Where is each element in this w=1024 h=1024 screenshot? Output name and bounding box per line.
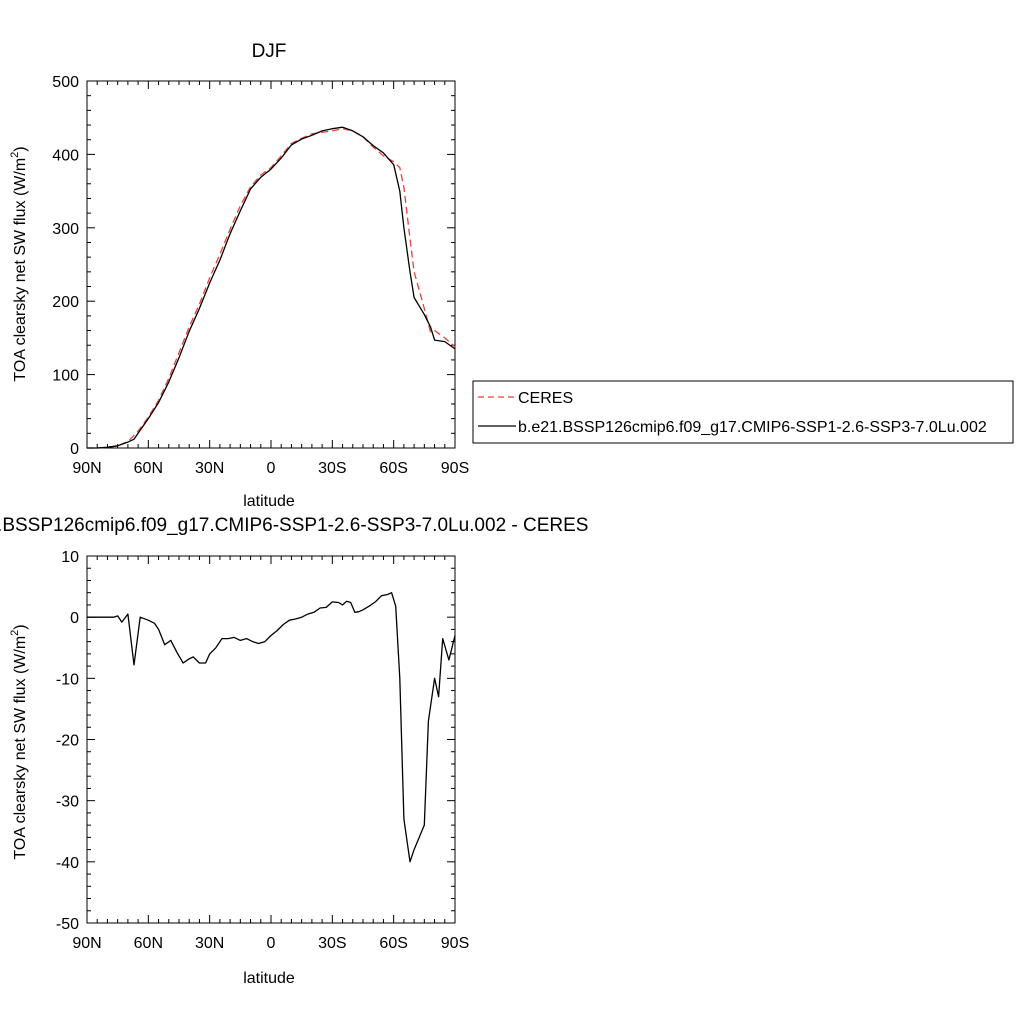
- bottom-y-tick-label: 0: [70, 610, 79, 627]
- top-ylabel-superscript: 2: [9, 152, 21, 158]
- top-x-tick-label: 90S: [441, 460, 469, 477]
- bottom-chart-x-axis-label: latitude: [243, 970, 295, 987]
- bottom-series-line-model: [87, 592, 456, 863]
- bottom-x-tick-label: 0: [267, 935, 276, 952]
- top-x-tick-label: 0: [267, 460, 276, 477]
- top-x-tick-label: 60S: [379, 460, 407, 477]
- top-chart-panel: DJF TOA clearsky net SW flux (W/m2) lati…: [9, 41, 469, 510]
- svg-text:TOA clearsky net SW flux (W/m2: TOA clearsky net SW flux (W/m2): [9, 146, 29, 381]
- top-x-tick-label: 30S: [318, 460, 346, 477]
- bottom-chart-panel: b.e21.BSSP126cmip6.f09_g17.CMIP6-SSP1-2.…: [0, 515, 588, 987]
- top-plot-frame: [86, 80, 456, 449]
- bottom-y-tick-label: -20: [56, 733, 79, 750]
- bottom-x-tick-label: 30N: [195, 935, 224, 952]
- svg-text:TOA clearsky net SW flux (W/m2: TOA clearsky net SW flux (W/m2): [9, 624, 29, 859]
- bottom-chart-title: b.e21.BSSP126cmip6.f09_g17.CMIP6-SSP1-2.…: [0, 515, 588, 536]
- legend-frame: [472, 380, 1014, 444]
- bottom-plot-frame: [86, 555, 456, 924]
- top-ylabel-close: ): [12, 146, 29, 151]
- top-chart-x-axis-label: latitude: [243, 493, 295, 510]
- bottom-chart-y-axis-label: TOA clearsky net SW flux (W/m2): [9, 624, 29, 859]
- legend-label-model: b.e21.BSSP126cmip6.f09_g17.CMIP6-SSP1-2.…: [518, 419, 987, 436]
- top-y-tick-label: 100: [52, 368, 79, 385]
- top-y-tick-label: 400: [52, 147, 79, 164]
- top-series-line-ceres: [87, 128, 456, 449]
- bottom-plot-area: 90N 60N 30N 0 30S 60S 90S -50 -40 -30 -20 -10 0 10: [56, 549, 469, 952]
- bottom-y-tick-label: -40: [56, 855, 79, 872]
- bottom-y-tick-label: -30: [56, 794, 79, 811]
- top-x-tick-label: 30N: [195, 460, 224, 477]
- top-y-tick-label: 500: [52, 74, 79, 91]
- bottom-x-tick-label: 90S: [441, 935, 469, 952]
- bottom-y-tick-label: 10: [61, 549, 79, 566]
- top-chart-title: DJF: [252, 41, 287, 62]
- top-y-tick-label: 200: [52, 294, 79, 311]
- top-ylabel-main: TOA clearsky net SW flux (W/m: [12, 158, 29, 382]
- bottom-ylabel-superscript: 2: [9, 630, 21, 636]
- bottom-x-tick-label: 60N: [134, 935, 163, 952]
- legend-label-ceres: CERES: [518, 390, 573, 407]
- top-y-tick-label: 0: [70, 441, 79, 458]
- bottom-x-tick-label: 90N: [72, 935, 101, 952]
- bottom-y-tick-label: -50: [56, 916, 79, 933]
- top-x-tick-label: 60N: [134, 460, 163, 477]
- bottom-x-tick-label: 60S: [379, 935, 407, 952]
- top-y-tick-label: 300: [52, 221, 79, 238]
- top-x-tick-label: 90N: [72, 460, 101, 477]
- top-plot-area: 90N 60N 30N 0 30S 60S 90S 0 100 200 300 400 500: [52, 74, 469, 477]
- top-series-line-model: [87, 126, 456, 449]
- bottom-ylabel-main: TOA clearsky net SW flux (W/m: [12, 636, 29, 860]
- top-chart-legend: CERES b.e21.BSSP126cmip6.f09_g17.CMIP6-S…: [472, 380, 1014, 444]
- bottom-ylabel-close: ): [12, 624, 29, 629]
- top-chart-y-axis-label: TOA clearsky net SW flux (W/m2): [9, 146, 29, 381]
- bottom-y-tick-label: -10: [56, 671, 79, 688]
- bottom-x-tick-label: 30S: [318, 935, 346, 952]
